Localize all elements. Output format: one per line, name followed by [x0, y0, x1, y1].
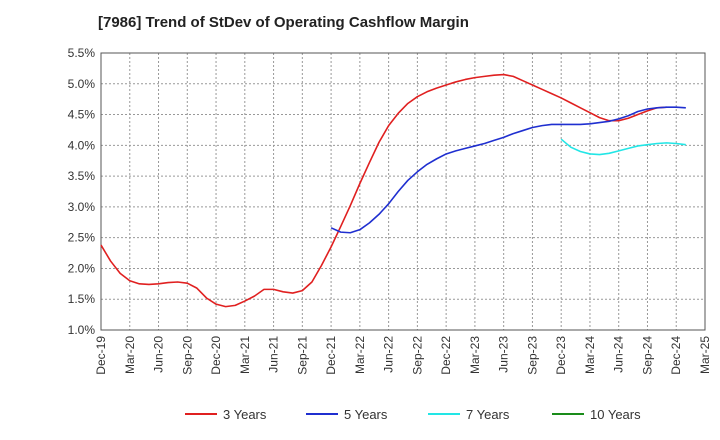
x-tick-label: Sep-24: [640, 336, 654, 375]
plot-frame: [100, 52, 706, 331]
y-tick-label: 4.0%: [68, 138, 96, 152]
legend-label: 3 Years: [223, 407, 267, 422]
x-tick-label: Jun-24: [612, 336, 626, 373]
legend-label: 10 Years: [590, 407, 641, 422]
x-tick-label: Dec-24: [669, 336, 683, 375]
x-tick-label: Sep-20: [180, 336, 194, 375]
legend: 3 Years 5 Years 7 Years 10 Years: [185, 407, 641, 422]
x-tick-label: Dec-23: [554, 336, 568, 375]
x-tick-label: Mar-21: [238, 336, 252, 374]
x-tick-label: Mar-22: [353, 336, 367, 374]
x-tick-label: Dec-20: [209, 336, 223, 375]
series-line-5-years: [330, 106, 686, 234]
y-tick-label: 2.0%: [68, 261, 96, 275]
x-tick-label: Sep-23: [525, 336, 539, 375]
x-tick-label: Dec-19: [94, 336, 108, 375]
x-tick-label: Jun-21: [267, 336, 281, 373]
x-tick-label: Mar-20: [123, 336, 137, 374]
x-tick-label: Mar-24: [583, 336, 597, 374]
y-tick-label: 5.5%: [68, 46, 96, 60]
legend-label: 7 Years: [466, 407, 510, 422]
y-tick-label: 4.5%: [68, 108, 96, 122]
y-tick-label: 1.0%: [68, 323, 96, 337]
series-line-3-years: [100, 73, 667, 308]
x-tick-label: Mar-23: [468, 336, 482, 374]
y-tick-label: 2.5%: [68, 231, 96, 245]
legend-label: 5 Years: [344, 407, 388, 422]
chart-title: [7986] Trend of StDev of Operating Cashf…: [98, 14, 469, 31]
x-tick-label: Jun-23: [497, 336, 511, 373]
y-tick-label: 1.5%: [68, 292, 96, 306]
x-tick-label: Jun-22: [382, 336, 396, 373]
plot-area: 1.0% 1.5% 2.0% 2.5% 3.0% 3.5% 4.0% 4.5% 5.0% 5.5%…: [68, 46, 712, 375]
x-tick-label: Sep-22: [410, 336, 424, 375]
y-tick-label: 3.5%: [68, 169, 96, 183]
x-tick-label: Mar-25: [698, 336, 712, 374]
x-tick-label: Dec-21: [324, 336, 338, 375]
x-tick-label: Dec-22: [439, 336, 453, 375]
series-line-7-years: [560, 138, 686, 156]
y-tick-label: 5.0%: [68, 77, 96, 91]
x-tick-label: Jun-20: [152, 336, 166, 373]
x-tick-label: Sep-21: [295, 336, 309, 375]
y-tick-label: 3.0%: [68, 200, 96, 214]
